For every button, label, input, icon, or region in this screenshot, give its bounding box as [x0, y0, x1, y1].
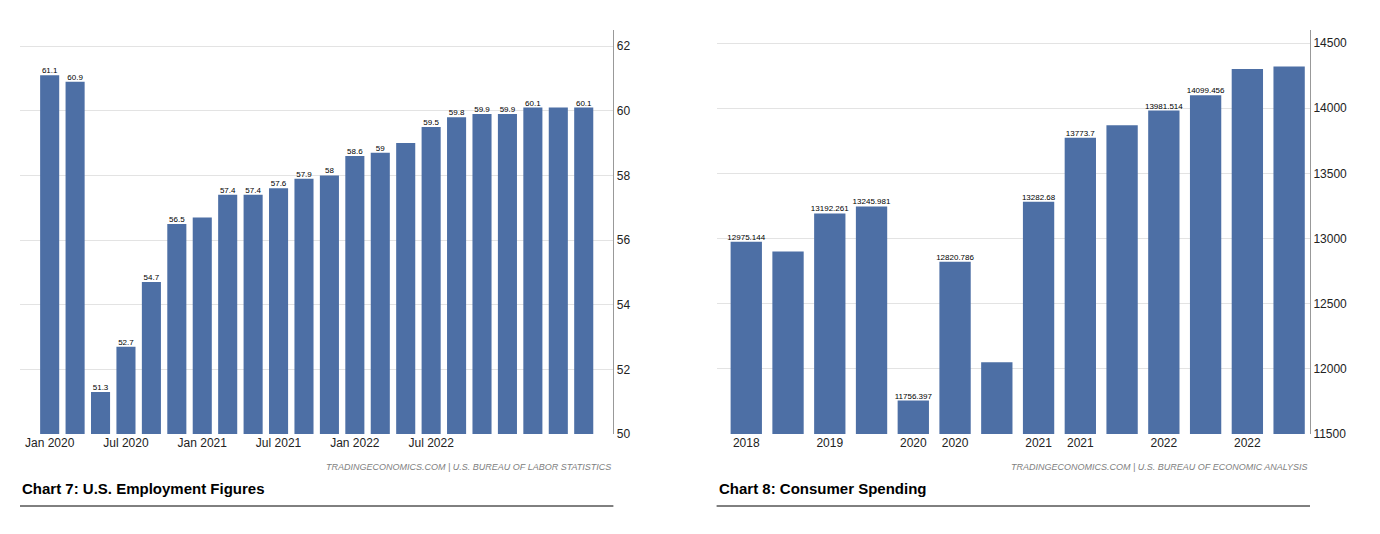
- svg-text:12500: 12500: [1313, 297, 1347, 311]
- svg-text:54.7: 54.7: [144, 273, 160, 282]
- svg-text:61.1: 61.1: [42, 66, 58, 75]
- svg-text:13245.981: 13245.981: [853, 197, 891, 206]
- svg-text:2022: 2022: [1150, 436, 1177, 450]
- svg-text:2020: 2020: [900, 436, 927, 450]
- svg-text:50: 50: [617, 427, 631, 441]
- svg-text:56: 56: [617, 233, 631, 247]
- svg-text:57.4: 57.4: [220, 186, 236, 195]
- svg-text:Jul 2021: Jul 2021: [256, 436, 302, 450]
- svg-text:Jul 2022: Jul 2022: [408, 436, 454, 450]
- svg-text:13282.68: 13282.68: [1022, 193, 1056, 202]
- svg-text:62: 62: [617, 39, 631, 53]
- svg-text:2021: 2021: [1025, 436, 1052, 450]
- svg-text:13192.261: 13192.261: [811, 204, 849, 213]
- svg-text:TRADINGECONOMICS.COM | U.S. BU: TRADINGECONOMICS.COM | U.S. BUREAU OF EC…: [1011, 462, 1308, 472]
- svg-text:TRADINGECONOMICS.COM | U.S. BU: TRADINGECONOMICS.COM | U.S. BUREAU OF LA…: [326, 462, 611, 472]
- svg-text:Chart 8: Consumer Spending: Chart 8: Consumer Spending: [719, 480, 927, 497]
- svg-text:14500: 14500: [1313, 36, 1347, 50]
- svg-text:54: 54: [617, 298, 631, 312]
- svg-text:Chart 7: U.S. Employment Figur: Chart 7: U.S. Employment Figures: [22, 480, 265, 497]
- svg-text:56.5: 56.5: [169, 215, 185, 224]
- svg-text:12975.144: 12975.144: [727, 233, 765, 242]
- svg-text:14000: 14000: [1313, 101, 1347, 115]
- svg-text:60: 60: [617, 104, 631, 118]
- svg-text:60.1: 60.1: [525, 99, 541, 108]
- svg-text:59.9: 59.9: [500, 105, 516, 114]
- svg-text:2021: 2021: [1067, 436, 1094, 450]
- svg-text:57.4: 57.4: [245, 186, 261, 195]
- svg-text:58: 58: [325, 166, 334, 175]
- svg-text:57.9: 57.9: [296, 170, 312, 179]
- svg-text:59: 59: [376, 144, 385, 153]
- svg-text:60.1: 60.1: [576, 99, 592, 108]
- svg-text:Jan 2021: Jan 2021: [178, 436, 228, 450]
- svg-text:58.6: 58.6: [347, 147, 363, 156]
- svg-text:59.5: 59.5: [423, 118, 439, 127]
- svg-text:12000: 12000: [1313, 362, 1347, 376]
- svg-text:58: 58: [617, 169, 631, 183]
- svg-text:52.7: 52.7: [118, 338, 134, 347]
- svg-text:14099.456: 14099.456: [1187, 86, 1225, 95]
- svg-text:2019: 2019: [816, 436, 843, 450]
- svg-text:12820.786: 12820.786: [936, 253, 974, 262]
- svg-text:11756.397: 11756.397: [895, 392, 933, 401]
- svg-text:57.6: 57.6: [271, 179, 287, 188]
- svg-text:2020: 2020: [942, 436, 969, 450]
- svg-text:2018: 2018: [733, 436, 760, 450]
- svg-text:60.9: 60.9: [67, 73, 83, 82]
- svg-text:59.8: 59.8: [449, 108, 465, 117]
- svg-text:13773.7: 13773.7: [1066, 129, 1095, 138]
- svg-text:13981.514: 13981.514: [1145, 102, 1183, 111]
- svg-text:11500: 11500: [1313, 427, 1346, 441]
- svg-text:13500: 13500: [1313, 167, 1347, 181]
- svg-text:52: 52: [617, 363, 631, 377]
- svg-text:Jan 2020: Jan 2020: [25, 436, 75, 450]
- svg-text:51.3: 51.3: [93, 383, 109, 392]
- svg-text:Jul 2020: Jul 2020: [103, 436, 149, 450]
- svg-text:13000: 13000: [1313, 232, 1347, 246]
- svg-text:2022: 2022: [1234, 436, 1261, 450]
- svg-text:Jan 2022: Jan 2022: [330, 436, 380, 450]
- svg-text:59.9: 59.9: [474, 105, 490, 114]
